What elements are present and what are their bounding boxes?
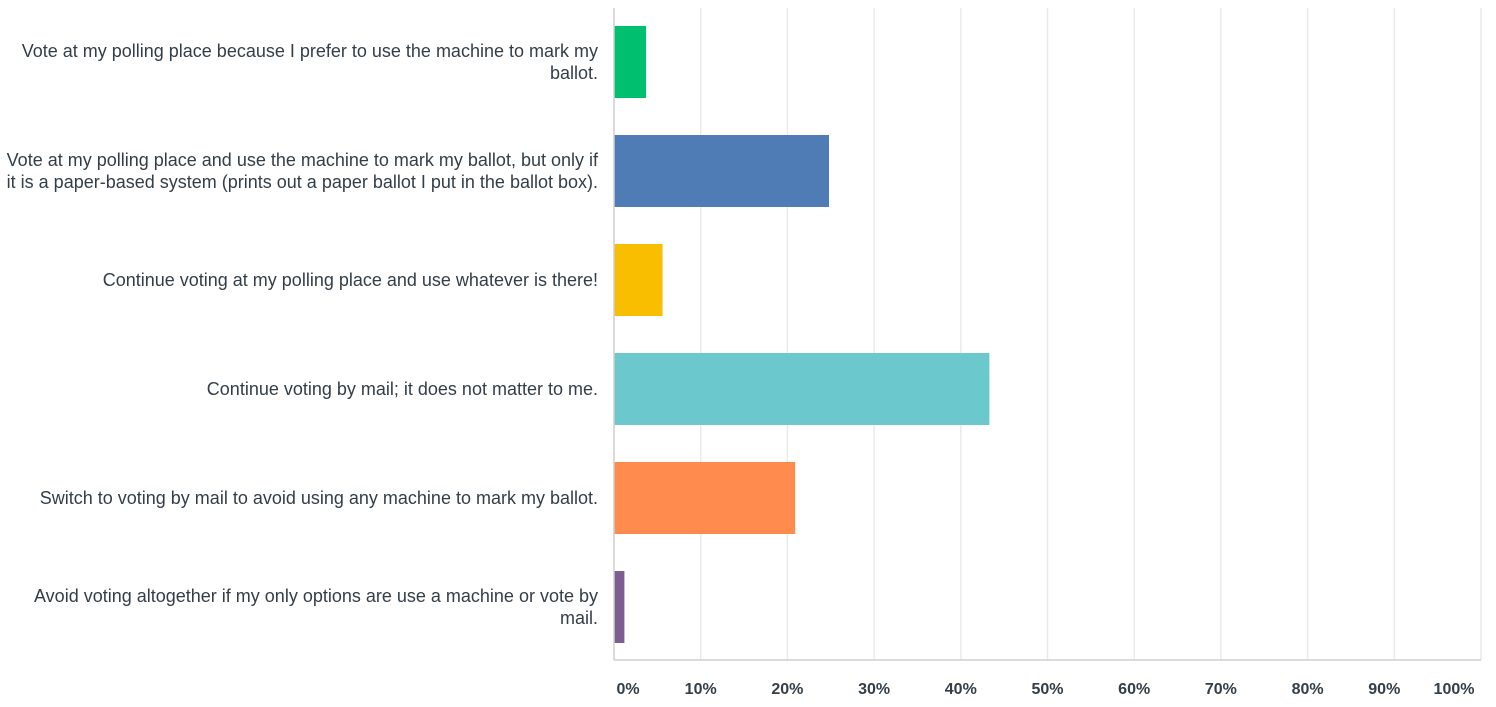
bar	[614, 244, 663, 316]
x-tick-label: 30%	[858, 681, 891, 698]
bar	[614, 135, 830, 207]
bar	[614, 26, 647, 98]
category-label: Vote at my polling place and use the mac…	[6, 150, 598, 192]
x-tick-label: 100%	[1433, 681, 1475, 698]
bar	[614, 571, 625, 643]
x-tick-label: 20%	[771, 681, 804, 698]
category-label: Switch to voting by mail to avoid using …	[39, 488, 598, 508]
grid-lines	[699, 8, 1482, 660]
category-label: Continue voting by mail; it does not mat…	[206, 379, 598, 399]
x-tick-label: 80%	[1291, 681, 1324, 698]
bars	[614, 26, 990, 643]
bar	[614, 462, 796, 534]
x-tick-label: 90%	[1368, 681, 1401, 698]
x-tick-label: 40%	[944, 681, 977, 698]
x-tick-label: 60%	[1118, 681, 1151, 698]
category-label: Vote at my polling place because I prefe…	[21, 41, 598, 83]
x-tick-label: 10%	[684, 681, 717, 698]
x-tick-label: 0%	[616, 681, 640, 698]
x-tick-label: 70%	[1204, 681, 1237, 698]
category-label: Continue voting at my polling place and …	[102, 270, 598, 290]
x-tick-label: 50%	[1031, 681, 1064, 698]
bar	[614, 353, 990, 425]
category-label: Avoid voting altogether if my only optio…	[34, 586, 598, 628]
